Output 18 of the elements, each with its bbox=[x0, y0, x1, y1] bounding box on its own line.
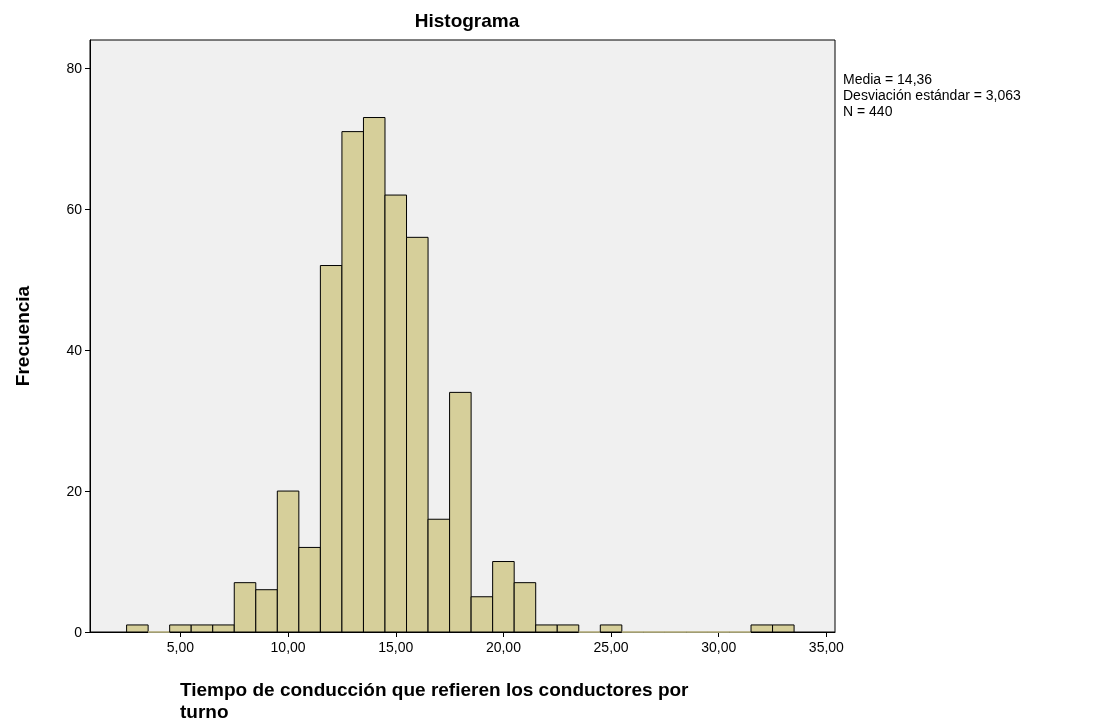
x-tick-label: 30,00 bbox=[701, 639, 737, 655]
y-tick-label: 20 bbox=[66, 483, 83, 500]
y-axis-title: Frecuencia bbox=[12, 285, 33, 387]
y-tick-label: 40 bbox=[66, 342, 83, 359]
y-tick-label: 0 bbox=[74, 624, 83, 640]
x-tick-label: 25,00 bbox=[593, 639, 629, 655]
y-tick-label: 60 bbox=[66, 201, 83, 218]
chart-title: Histograma bbox=[414, 10, 520, 31]
x-tick-label: 15,00 bbox=[378, 639, 414, 655]
y-tick-label: 80 bbox=[66, 60, 83, 77]
x-tick-label: 5,00 bbox=[166, 639, 195, 655]
text: N = 440 bbox=[843, 103, 893, 119]
x-tick-label: 10,00 bbox=[270, 639, 306, 655]
x-tick-label: 20,00 bbox=[485, 639, 522, 655]
text: Media = 14,36 bbox=[843, 71, 933, 87]
x-tick-label: 35,00 bbox=[808, 639, 845, 655]
x-axis-title: Tiempo de conducción que refieren los conductores por turno bbox=[180, 678, 694, 722]
text: Desviación estándar = 3,063 bbox=[843, 87, 1022, 103]
